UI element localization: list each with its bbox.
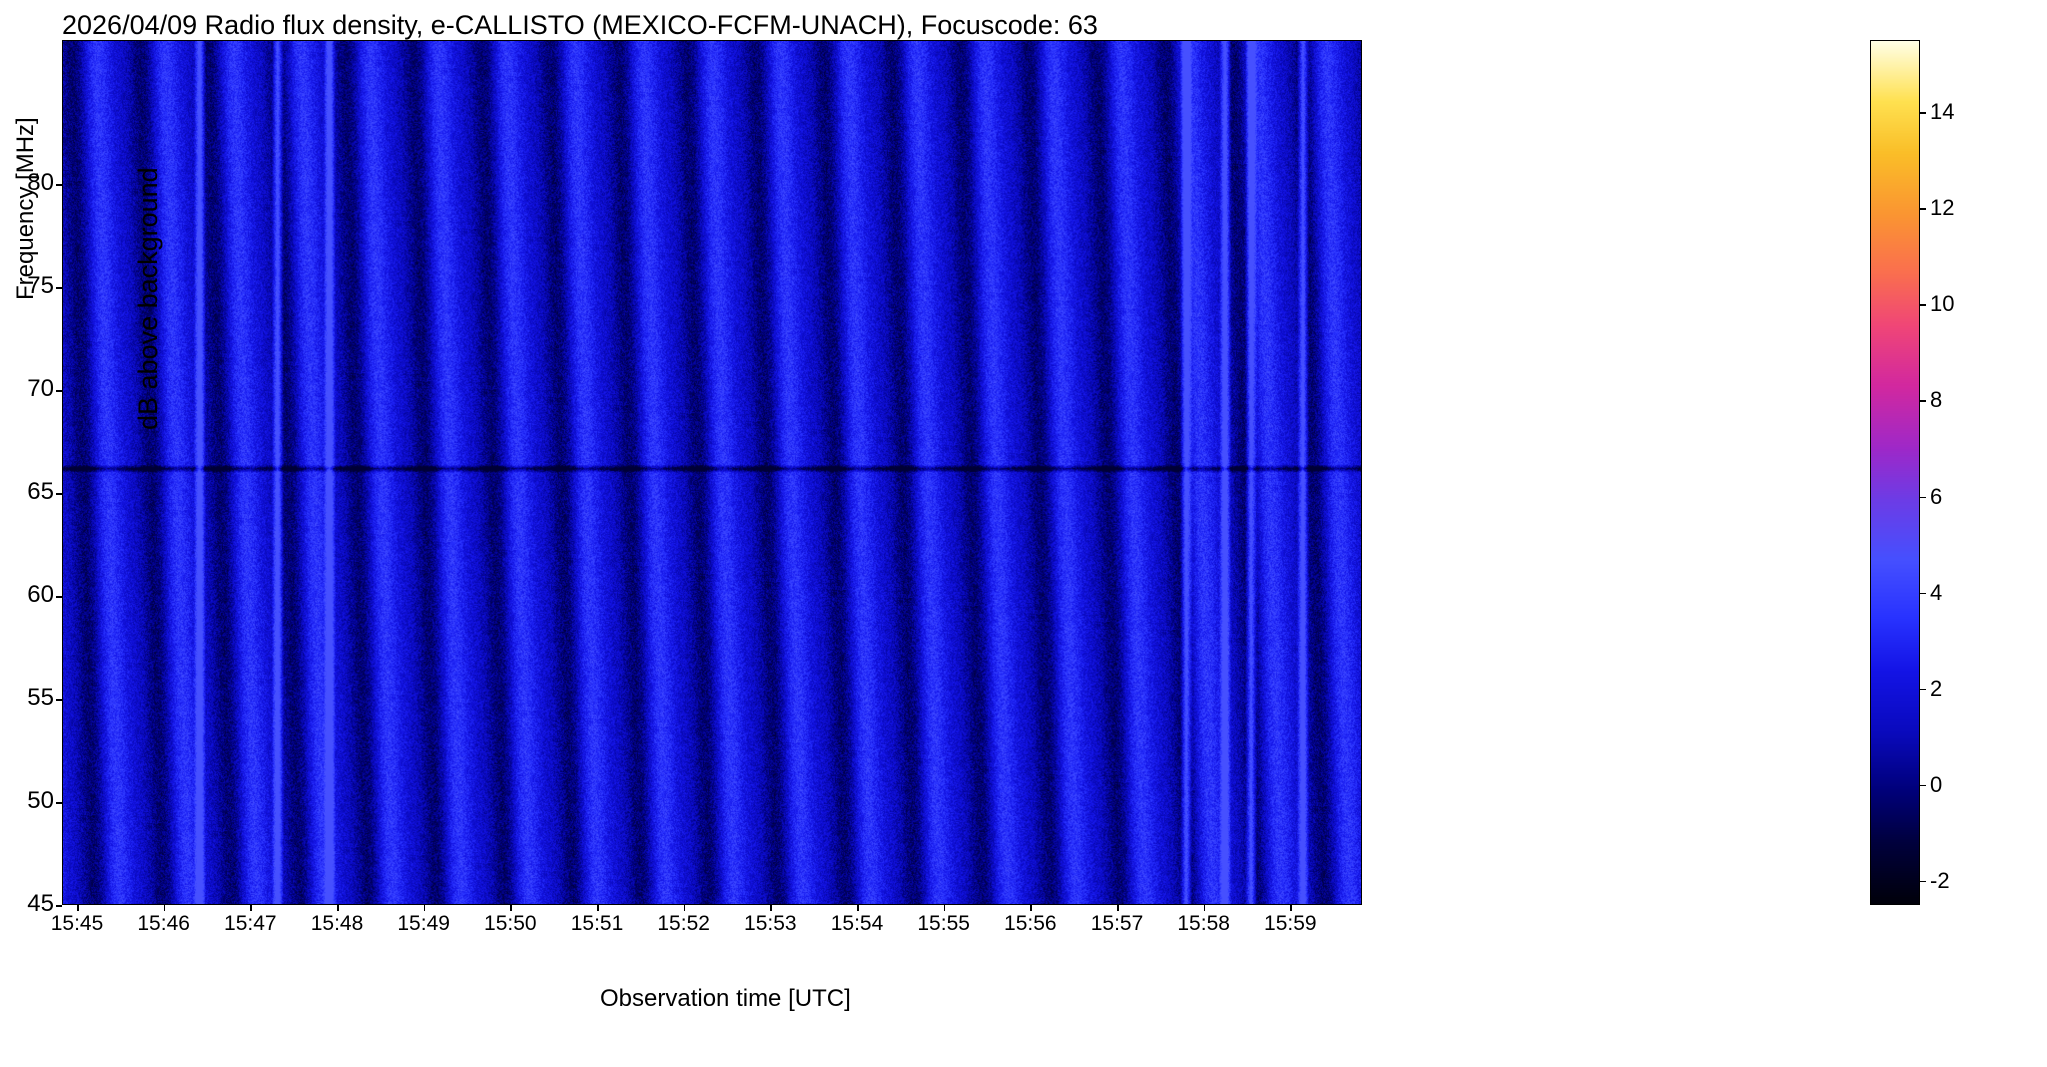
x-tick-label-1556: 15:56 <box>1004 912 1057 936</box>
x-tick-label-1547: 15:47 <box>224 912 277 936</box>
y-tick-label-55: 55 <box>8 684 54 712</box>
colorbar-tick-mark--2 <box>1920 881 1926 883</box>
x-tick-label-1548: 15:48 <box>311 912 364 936</box>
x-tick-label-1558: 15:58 <box>1177 912 1230 936</box>
colorbar-tick-mark-14 <box>1920 112 1926 114</box>
x-tick-mark-1556 <box>1030 905 1032 911</box>
x-tick-mark-1545 <box>77 905 79 911</box>
colorbar-tick-mark-2 <box>1920 689 1926 691</box>
colorbar-tick-label-6: 6 <box>1930 484 1942 510</box>
x-tick-mark-1553 <box>770 905 772 911</box>
x-tick-mark-1555 <box>944 905 946 911</box>
spectrogram-plot-area[interactable] <box>62 40 1362 905</box>
x-tick-mark-1548 <box>337 905 339 911</box>
y-tick-mark-60 <box>56 596 62 598</box>
y-tick-label-50: 50 <box>8 787 54 815</box>
x-tick-mark-1558 <box>1204 905 1206 911</box>
x-tick-label-1550: 15:50 <box>484 912 537 936</box>
x-tick-mark-1551 <box>597 905 599 911</box>
colorbar-tick-label-14: 14 <box>1930 99 1954 125</box>
colorbar-tick-mark-10 <box>1920 304 1926 306</box>
x-tick-mark-1559 <box>1290 905 1292 911</box>
colorbar-tick-mark-8 <box>1920 400 1926 402</box>
x-tick-mark-1546 <box>164 905 166 911</box>
colorbar-tick-label-0: 0 <box>1930 772 1942 798</box>
page-title: 2026/04/09 Radio flux density, e-CALLIST… <box>62 10 1098 41</box>
colorbar-tick-mark-12 <box>1920 208 1926 210</box>
y-tick-label-65: 65 <box>8 478 54 506</box>
y-tick-mark-55 <box>56 699 62 701</box>
colorbar-tick-label-12: 12 <box>1930 195 1954 221</box>
x-tick-label-1551: 15:51 <box>571 912 624 936</box>
x-tick-mark-1550 <box>510 905 512 911</box>
x-tick-mark-1554 <box>857 905 859 911</box>
spectrogram-window: 2026/04/09 Radio flux density, e-CALLIST… <box>0 0 2047 1067</box>
colorbar-canvas[interactable] <box>1870 40 1920 905</box>
y-tick-mark-50 <box>56 802 62 804</box>
x-tick-label-1557: 15:57 <box>1091 912 1144 936</box>
y-tick-label-45: 45 <box>8 890 54 918</box>
x-tick-label-1554: 15:54 <box>831 912 884 936</box>
x-tick-mark-1547 <box>250 905 252 911</box>
y-tick-label-70: 70 <box>8 375 54 403</box>
x-tick-mark-1552 <box>684 905 686 911</box>
x-tick-label-1553: 15:53 <box>744 912 797 936</box>
x-tick-label-1546: 15:46 <box>137 912 190 936</box>
colorbar-tick-mark-0 <box>1920 785 1926 787</box>
y-tick-mark-65 <box>56 493 62 495</box>
colorbar-tick-label-4: 4 <box>1930 580 1942 606</box>
y-tick-mark-80 <box>56 184 62 186</box>
x-tick-label-1559: 15:59 <box>1264 912 1317 936</box>
y-tick-label-75: 75 <box>8 272 54 300</box>
x-tick-mark-1549 <box>424 905 426 911</box>
x-tick-label-1552: 15:52 <box>657 912 710 936</box>
y-tick-mark-75 <box>56 287 62 289</box>
colorbar-tick-mark-4 <box>1920 593 1926 595</box>
colorbar-tick-label-10: 10 <box>1930 291 1954 317</box>
y-tick-mark-70 <box>56 390 62 392</box>
colorbar[interactable]: -2 0 2 4 6 8 10 12 14 <box>1870 40 1920 905</box>
y-tick-mark-45 <box>56 905 62 907</box>
colorbar-tick-label-2: 2 <box>1930 676 1942 702</box>
x-tick-label-1555: 15:55 <box>917 912 970 936</box>
colorbar-title: dB above background <box>133 167 164 430</box>
y-tick-label-60: 60 <box>8 581 54 609</box>
x-tick-label-1545: 15:45 <box>51 912 104 936</box>
x-tick-mark-1557 <box>1117 905 1119 911</box>
x-tick-label-1549: 15:49 <box>397 912 450 936</box>
spectrogram-canvas[interactable] <box>63 41 1361 904</box>
colorbar-tick-label--2: -2 <box>1930 868 1950 894</box>
colorbar-tick-mark-6 <box>1920 497 1926 499</box>
x-axis-label: Observation time [UTC] <box>600 985 851 1013</box>
colorbar-tick-label-8: 8 <box>1930 387 1942 413</box>
y-tick-label-80: 80 <box>8 169 54 197</box>
